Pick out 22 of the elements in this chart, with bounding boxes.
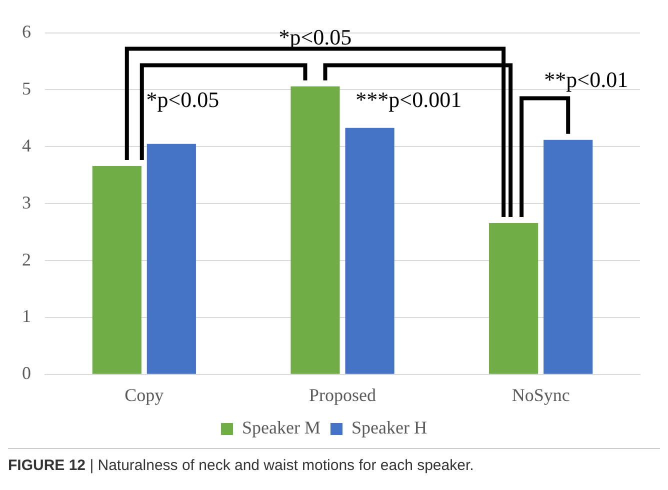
x-tick-label: Proposed — [309, 384, 376, 405]
annotation: *p<0.05 — [278, 24, 352, 50]
bar — [290, 86, 340, 374]
legend-label: Speaker M — [242, 418, 321, 438]
y-tick-label: 4 — [22, 135, 31, 156]
bar — [489, 222, 538, 374]
annotation: ***p<0.001 — [356, 86, 462, 112]
y-tick-label: 6 — [22, 22, 31, 42]
y-tick-label: 3 — [22, 192, 31, 212]
y-tick-label: 1 — [22, 306, 31, 326]
legend-label: Speaker H — [352, 418, 427, 438]
y-tick-label: 0 — [22, 363, 31, 384]
x-tick-label: Copy — [124, 384, 164, 405]
caption: FIGURE 12 | Naturalness of neck and waist motions for each speaker. — [8, 448, 660, 474]
bar — [92, 166, 142, 374]
bar — [146, 144, 196, 374]
annotation: **p<0.01 — [544, 66, 628, 92]
x-tick-label: NoSync — [512, 384, 570, 405]
bar — [345, 128, 394, 374]
y-tick-label: 2 — [22, 249, 31, 270]
y-tick-label: 5 — [22, 78, 31, 98]
annotation: *p<0.05 — [146, 86, 220, 112]
